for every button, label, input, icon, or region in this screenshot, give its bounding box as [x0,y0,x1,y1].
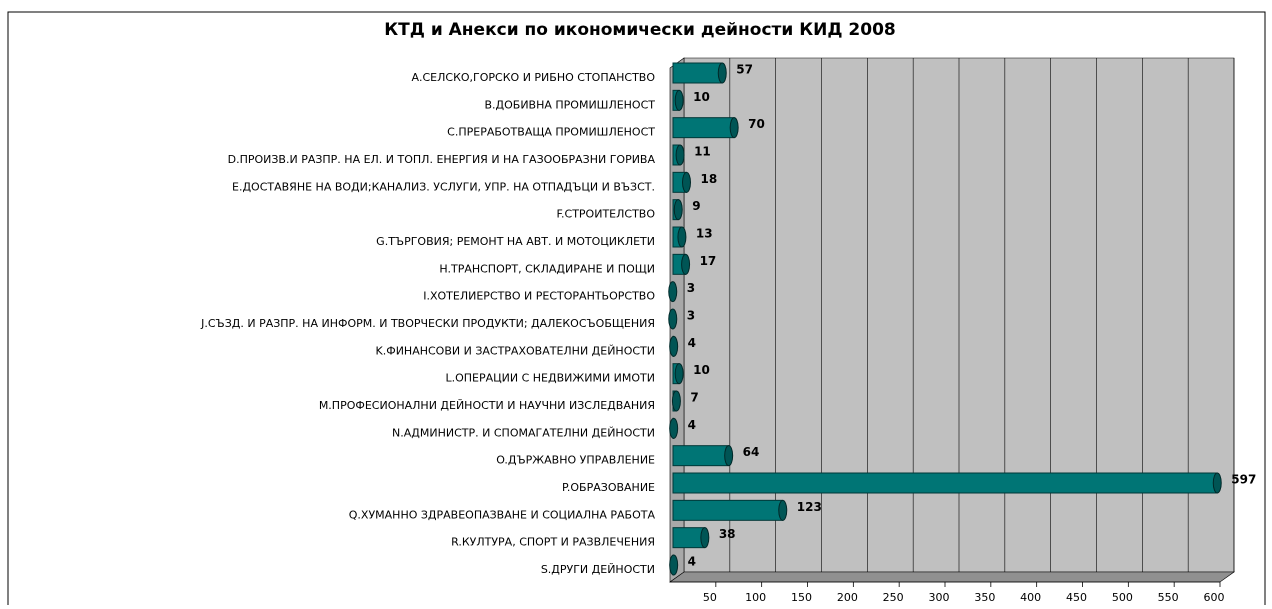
y-tick-label: А.СЕЛСКО,ГОРСКО И РИБНО СТОПАНСТВО [411,71,655,84]
x-tick-label: 100 [745,591,766,604]
bar-cap [669,554,679,576]
value-label: 9 [692,199,700,213]
bar-cap [778,499,788,521]
value-label: 4 [688,418,696,432]
y-tick-label: D.ПРОИЗВ.И РАЗПР. НА ЕЛ. И ТОПЛ. ЕНЕРГИЯ… [228,153,656,166]
value-label: 70 [748,117,765,131]
bar-cap [1212,472,1222,494]
x-tick-label: 350 [974,591,995,604]
x-tick-label: 250 [883,591,904,604]
bar-cap [700,527,710,549]
bar-cap [669,335,679,357]
bar-cap [677,226,687,248]
y-tick-label: I.ХОТЕЛИЕРСТВО И РЕСТОРАНТЬОРСТВО [423,290,655,303]
value-label: 38 [719,527,736,541]
y-tick-label: L.ОПЕРАЦИИ С НЕДВИЖИМИ ИМОТИ [445,372,655,385]
bar-cap [682,171,691,193]
chart-title: КТД и Анекси по икономически дейности КИ… [384,20,895,40]
bar-cap [668,308,678,330]
y-tick-label: B.ДОБИВНА ПРОМИШЛЕНОСТ [484,98,655,111]
x-tick-label: 500 [1112,591,1133,604]
value-label: 57 [736,63,753,77]
x-tick-label: 50 [703,591,717,604]
bar [672,445,730,467]
y-tick-label: C.ПРЕРАБОТВАЩА ПРОМИШЛЕНОСТ [447,126,655,139]
y-tick-label: M.ПРОФЕСИОНАЛНИ ДЕЙНОСТИ И НАУЧНИ ИЗСЛЕД… [319,399,655,412]
value-label: 4 [688,336,696,350]
y-tick-label: J.СЪЗД. И РАЗПР. НА ИНФОРМ. И ТВОРЧЕСКИ … [200,317,655,330]
x-tick-label: 150 [791,591,812,604]
bar [672,527,706,549]
y-tick-label: K.ФИНАНСОВИ И ЗАСТРАХОВАТЕЛНИ ДЕЙНОСТИ [376,344,655,357]
value-label: 597 [1231,473,1256,487]
value-label: 3 [687,309,695,323]
bar-cap [674,89,684,111]
y-tick-label: P.ОБРАЗОВАНИЕ [562,481,655,494]
value-label: 3 [687,281,695,295]
bar-cap [674,363,684,385]
y-tick-label: H.ТРАНСПОРТ, СКЛАДИРАНЕ И ПОЩИ [439,262,655,275]
y-tick-label: G.ТЪРГОВИЯ; РЕМОНТ НА АВТ. И МОТОЦИКЛЕТИ [376,235,655,248]
bar [672,472,1218,494]
bar [672,499,784,521]
x-tick-label: 300 [929,591,950,604]
value-label: 17 [700,254,717,268]
y-tick-label: F.СТРОИТЕЛСТВО [556,208,655,221]
bar-cap [673,199,683,221]
bar [672,62,723,84]
floor [669,571,1235,583]
x-tick-label: 450 [1066,591,1087,604]
value-label: 4 [688,555,696,569]
bar-cap [724,445,734,467]
value-label: 7 [690,391,698,405]
value-label: 64 [743,445,760,459]
value-label: 13 [696,227,713,241]
bar-cap [669,417,679,439]
value-label: 18 [701,172,718,186]
bar-cap [675,144,685,166]
x-tick-label: 550 [1158,591,1179,604]
value-label: 123 [797,500,822,514]
x-tick-label: 200 [837,591,858,604]
bar-cap [671,390,681,412]
y-tick-label: Q.ХУМАННО ЗДРАВЕОПАЗВАНЕ И СОЦИАЛНА РАБО… [349,508,656,521]
y-tick-label: N.АДМИНИСТР. И СПОМАГАТЕЛНИ ДЕЙНОСТИ [392,426,655,439]
y-tick-label: E.ДОСТАВЯНЕ НА ВОДИ;КАНАЛИЗ. УСЛУГИ, УПР… [232,180,655,193]
bar-cap [681,253,691,275]
value-label: 10 [693,90,710,104]
bar-cap [729,117,739,139]
y-tick-label: S.ДРУГИ ДЕЙНОСТИ [541,563,655,576]
value-label: 10 [693,363,710,377]
bar-cap [717,62,727,84]
value-label: 11 [694,145,711,159]
x-tick-label: 400 [1020,591,1041,604]
y-tick-label: R.КУЛТУРА, СПОРТ И РАЗВЛЕЧЕНИЯ [451,536,655,549]
bar [672,117,735,139]
y-tick-label: O.ДЪРЖАВНО УПРАВЛЕНИЕ [496,454,655,467]
bar-cap [668,281,678,303]
x-tick-label: 600 [1204,591,1225,604]
